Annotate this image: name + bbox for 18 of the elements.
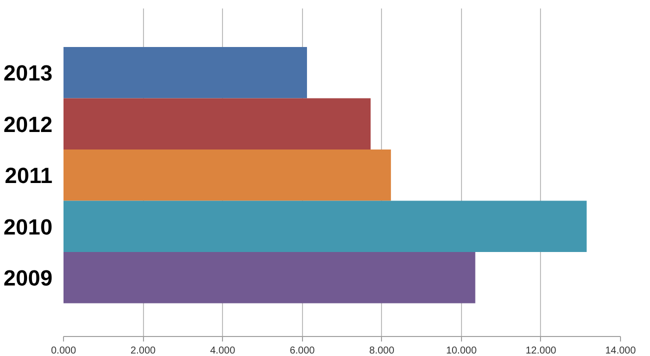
y-tick-label: 2009 <box>4 266 53 291</box>
x-tick-label: 6.000 <box>290 346 316 356</box>
x-tick-label: 14.000 <box>605 346 636 356</box>
bar <box>64 149 391 201</box>
y-tick-label: 2012 <box>4 112 53 137</box>
bar <box>64 98 371 150</box>
bar <box>64 252 476 304</box>
bar <box>64 200 587 252</box>
bar <box>64 46 307 98</box>
x-tick-label: 4.000 <box>210 346 236 356</box>
y-tick-label: 2013 <box>4 60 53 86</box>
x-tick-label: 0.000 <box>50 346 76 356</box>
x-tick-label: 12.000 <box>526 346 557 356</box>
y-tick-label: 2010 <box>4 214 53 240</box>
y-tick-label: 2011 <box>4 163 53 188</box>
x-tick-label: 2.000 <box>130 346 156 356</box>
x-tick-label: 10.000 <box>446 346 478 356</box>
x-tick-label: 8.000 <box>369 346 395 356</box>
